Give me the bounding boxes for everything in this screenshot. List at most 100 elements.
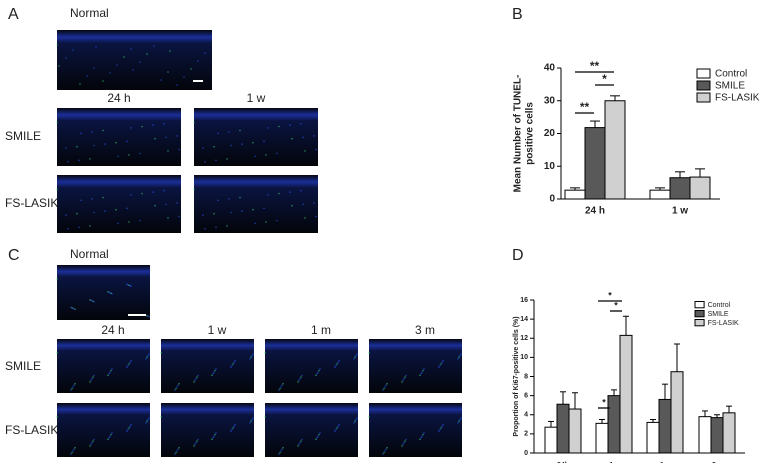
micrograph-speck: [129, 425, 131, 428]
micrograph: [194, 108, 318, 166]
micrograph-speck: [254, 155, 256, 158]
micrograph-speck: [107, 290, 109, 293]
micrograph-speck: [147, 418, 149, 421]
micrograph: [57, 175, 181, 233]
micrograph-speck: [130, 127, 132, 129]
micrograph-speck: [146, 420, 148, 423]
micrograph-speck: [300, 122, 302, 125]
micrograph: [194, 175, 318, 233]
micrograph: [369, 403, 462, 457]
y-tick-label: 16: [520, 297, 528, 304]
micrograph-speck: [421, 371, 423, 373]
micrograph-speck: [230, 366, 232, 368]
micrograph-speck: [231, 428, 233, 431]
micrograph-speck: [353, 422, 355, 424]
micrograph: [369, 339, 462, 393]
panel-label: C: [8, 247, 20, 264]
micrograph-speck: [319, 368, 321, 370]
micrograph-speck: [442, 359, 444, 362]
micrograph-speck: [383, 387, 385, 390]
micrograph-speck: [335, 364, 337, 367]
micrograph-speck: [74, 446, 76, 449]
micrograph-speck: [252, 208, 254, 211]
micrograph-speck: [127, 364, 129, 367]
micrograph-speck: [167, 217, 169, 219]
micrograph-speck: [215, 159, 217, 162]
micrograph-speck: [79, 83, 81, 85]
micrograph-speck: [249, 422, 251, 424]
micrograph-speck: [89, 158, 91, 160]
micrograph-speck: [251, 354, 253, 357]
micrograph-speck: [250, 356, 252, 359]
micrograph-speck: [213, 371, 215, 373]
micrograph-speck: [441, 361, 443, 364]
micrograph-speck: [226, 158, 228, 160]
micrograph-speck: [109, 435, 111, 437]
bar: [619, 334, 633, 454]
micrograph-speck: [154, 204, 156, 207]
micrograph-speck: [234, 423, 236, 426]
micrograph-speck: [72, 49, 74, 51]
micrograph-speck: [217, 199, 219, 202]
micrograph-speck: [338, 423, 340, 426]
micrograph-speck: [195, 441, 197, 444]
micrograph-speck: [56, 351, 58, 354]
micrograph-speck: [459, 418, 461, 421]
legend-label: SMILE: [715, 81, 745, 92]
micrograph-speck: [315, 374, 317, 377]
bar: [556, 403, 570, 454]
micrograph-speck: [148, 353, 150, 355]
micrograph-speck: [439, 364, 441, 367]
micrograph-speck: [254, 222, 256, 225]
y-tick-label: 0: [524, 450, 528, 457]
bar: [669, 177, 691, 200]
micrograph-speck: [204, 227, 206, 230]
micrograph-speck: [67, 227, 69, 230]
micrograph-speck: [241, 210, 243, 212]
bar: [646, 421, 660, 454]
micrograph-speck: [405, 374, 407, 377]
micrograph-speck: [176, 135, 178, 137]
micrograph-speck: [72, 450, 74, 452]
micrograph-speck: [459, 354, 461, 357]
bar: [564, 189, 586, 200]
y-tick-label: 8: [524, 373, 528, 380]
micrograph-speck: [73, 384, 75, 387]
micrograph-speck: [193, 381, 195, 383]
micrograph-speck: [300, 189, 302, 192]
y-tick-label: 40: [544, 63, 556, 74]
y-tick-label: 6: [524, 392, 528, 399]
micrograph-speck: [338, 359, 340, 362]
micrograph-speck: [213, 435, 215, 437]
legend-label: Control: [715, 69, 747, 80]
micrograph-speck: [196, 376, 198, 378]
image-label: Normal: [70, 247, 109, 261]
micrograph-speck: [67, 160, 69, 163]
micrograph-speck: [110, 369, 112, 372]
micrograph-speck: [194, 443, 196, 446]
micrograph-speck: [174, 453, 176, 455]
micrograph-speck: [93, 144, 95, 147]
bar: [604, 100, 626, 200]
micrograph-speck: [384, 450, 386, 452]
micrograph-speck: [126, 140, 128, 143]
micrograph-speck: [297, 445, 299, 447]
micrograph-speck: [383, 451, 385, 454]
micrograph-speck: [299, 441, 301, 444]
micrograph-speck: [281, 448, 283, 451]
micrograph-speck: [89, 381, 91, 383]
micrograph-speck: [401, 445, 403, 447]
significance-label: **: [590, 59, 600, 73]
micrograph-speck: [228, 198, 230, 200]
micrograph-speck: [279, 451, 281, 454]
micrograph-speck: [89, 298, 91, 301]
micrograph-speck: [126, 207, 128, 210]
micrograph-speck: [90, 379, 92, 382]
micrograph-speck: [402, 443, 404, 446]
micrograph-speck: [193, 445, 195, 447]
micrograph-speck: [419, 374, 421, 377]
panel-label: B: [512, 6, 523, 23]
micrograph-speck: [278, 389, 280, 391]
micrograph-speck: [226, 225, 228, 227]
